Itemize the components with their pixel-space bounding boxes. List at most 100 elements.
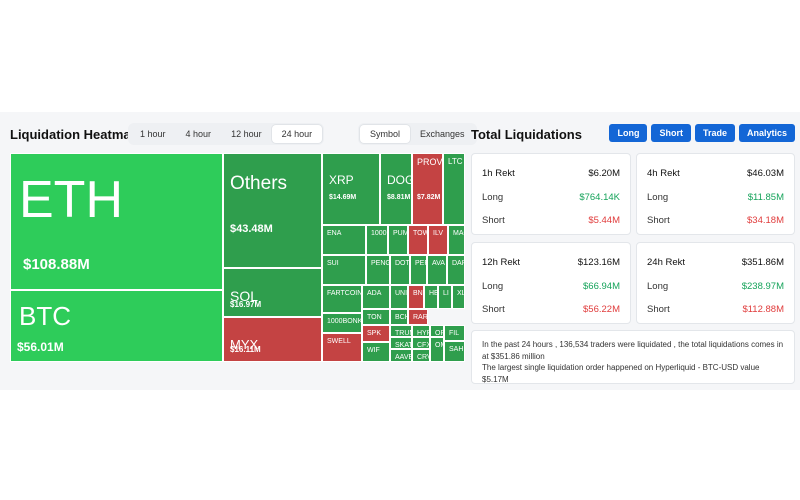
- tile-symbol: DOG: [387, 173, 412, 187]
- heatmap-tile-swell[interactable]: SWELL: [322, 333, 362, 362]
- long-value: $11.85M: [747, 192, 784, 203]
- card-24h-rekt: 24h Rekt $351.86M Long $238.97M Short $1…: [636, 242, 795, 324]
- heatmap-tile-myx[interactable]: MYX $16.11M: [223, 317, 322, 362]
- tile-value: $108.88M: [23, 256, 90, 273]
- heatmap-tile-crv[interactable]: CRV: [412, 349, 430, 362]
- heatmap-tile-aave[interactable]: AAVE: [390, 349, 412, 362]
- short-button[interactable]: Short: [651, 124, 691, 142]
- heatmap-tile-ltc[interactable]: LTC: [443, 153, 465, 225]
- heatmap-tile-1000f[interactable]: 1000F: [366, 225, 388, 255]
- heatmap-tile-xl[interactable]: XL: [452, 285, 465, 309]
- tile-symbol: DOT: [395, 260, 410, 267]
- heatmap-tile-bni[interactable]: BNI: [408, 285, 424, 309]
- analytics-button[interactable]: Analytics: [738, 124, 795, 142]
- heatmap-tile-wif[interactable]: WIF: [362, 342, 390, 362]
- tile-symbol: SUI: [327, 260, 339, 267]
- tile-value: $14.69M: [329, 194, 357, 201]
- trade-button[interactable]: Trade: [694, 124, 735, 142]
- heatmap-tile-pep[interactable]: PEP: [410, 255, 427, 285]
- heatmap-tile-spk[interactable]: SPK: [362, 325, 390, 342]
- tile-symbol: XRP: [329, 173, 354, 187]
- tile-symbol: DAR: [452, 260, 464, 267]
- tab-1-hour[interactable]: 1 hour: [130, 125, 176, 143]
- heatmap-tile-dog[interactable]: DOG $8.81M: [380, 153, 412, 225]
- tile-value: $16.97M: [230, 300, 262, 309]
- tile-symbol: TOW: [413, 230, 428, 237]
- tile-symbol: CRV: [417, 354, 429, 361]
- long-button[interactable]: Long: [609, 124, 648, 142]
- action-buttons: Long Short Trade Analytics: [609, 124, 795, 142]
- tile-value: $56.01M: [17, 340, 64, 354]
- short-value: $34.18M: [747, 215, 784, 226]
- card-label: 1h Rekt: [482, 168, 515, 179]
- tile-symbol: AAVE: [395, 354, 412, 361]
- tile-symbol: 1000BONK: [327, 318, 362, 325]
- tile-symbol: ADA: [367, 290, 382, 297]
- heatmap-tile-hyp[interactable]: HYP: [412, 325, 430, 337]
- tile-symbol: OP: [435, 330, 443, 337]
- heatmap-tile-trum[interactable]: TRUM: [390, 325, 412, 337]
- heatmap-tile-ilv[interactable]: ILV: [428, 225, 448, 255]
- tile-value: $8.81M: [387, 194, 411, 201]
- heatmap-tile-cfx[interactable]: CFX: [412, 337, 430, 349]
- liquidation-treemap: ETH $108.88M BTC $56.01M Others $43.48M SOL $16…: [10, 153, 465, 362]
- heatmap-tile-tow[interactable]: TOW: [408, 225, 428, 255]
- heatmap-tile-others[interactable]: Others $43.48M: [223, 153, 322, 268]
- heatmap-tile-prov[interactable]: PROV $7.82M: [412, 153, 443, 225]
- heatmap-tile-li[interactable]: LI: [438, 285, 452, 309]
- heatmap-tile-ada[interactable]: ADA: [362, 285, 390, 309]
- heatmap-tile-dar[interactable]: DAR: [447, 255, 465, 285]
- heatmap-tile-ava[interactable]: AVA: [427, 255, 447, 285]
- tab-exchanges[interactable]: Exchanges: [410, 125, 475, 143]
- tile-symbol: XL: [457, 290, 465, 297]
- heatmap-tile-op[interactable]: OP: [430, 325, 444, 337]
- heatmap-tile-pump[interactable]: PUMP: [388, 225, 408, 255]
- tile-symbol: MYX: [230, 337, 259, 352]
- summary-line-1: In the past 24 hours , 136,534 traders w…: [482, 340, 784, 361]
- heatmap-tile-xrp[interactable]: XRP $14.69M: [322, 153, 380, 225]
- heatmap-tile-bch[interactable]: BCH: [390, 309, 408, 325]
- tile-symbol: WIF: [367, 347, 380, 354]
- long-label: Long: [647, 192, 669, 203]
- tab-symbol[interactable]: Symbol: [360, 125, 411, 143]
- card-4h-rekt: 4h Rekt $46.03M Long $11.85M Short $34.1…: [636, 153, 795, 235]
- short-label: Short: [647, 304, 670, 315]
- card-1h-rekt: 1h Rekt $6.20M Long $764.14K Short $5.44…: [471, 153, 631, 235]
- heatmap-tile-sah[interactable]: SAH: [444, 341, 465, 362]
- heatmap-tile-rar[interactable]: RAR: [408, 309, 428, 325]
- tile-symbol: LI: [443, 290, 449, 297]
- heatmap-tile-sui[interactable]: SUI: [322, 255, 366, 285]
- heatmap-tile-om[interactable]: OM: [430, 337, 444, 362]
- heatmap-tile-he[interactable]: HE: [424, 285, 438, 309]
- heatmap-tile-skat[interactable]: SKAT: [390, 337, 412, 349]
- heatmap-tile-sol[interactable]: SOL $16.97M: [223, 268, 322, 317]
- heatmap-tile-btc[interactable]: BTC $56.01M: [10, 290, 223, 362]
- tile-symbol: FIL: [449, 330, 460, 337]
- tab-12-hour[interactable]: 12 hour: [221, 125, 272, 143]
- tile-symbol: CFX: [417, 342, 430, 349]
- tab-24-hour[interactable]: 24 hour: [271, 125, 323, 143]
- heatmap-tile-eth[interactable]: ETH $108.88M: [10, 153, 223, 290]
- heatmap-tile-dot[interactable]: DOT: [390, 255, 410, 285]
- heatmap-tile-ena[interactable]: ENA: [322, 225, 366, 255]
- heatmap-tile-fil[interactable]: FIL: [444, 325, 465, 341]
- tile-symbol: ILV: [433, 230, 443, 237]
- heatmap-tile-1000bonk[interactable]: 1000BONK: [322, 313, 362, 333]
- card-label: 12h Rekt: [482, 257, 521, 268]
- short-value: $5.44M: [588, 215, 620, 226]
- liquidation-summary: In the past 24 hours , 136,534 traders w…: [471, 330, 795, 384]
- grouping-selector: Symbol Exchanges: [358, 123, 477, 145]
- tile-symbol: BNI: [413, 290, 424, 297]
- heatmap-tile-uni[interactable]: UNI: [390, 285, 408, 309]
- tile-symbol: TON: [367, 314, 382, 321]
- heatmap-tile-mag[interactable]: MAG: [448, 225, 465, 255]
- long-label: Long: [482, 192, 504, 203]
- tile-symbol: 1000F: [371, 230, 387, 237]
- tab-4-hour[interactable]: 4 hour: [176, 125, 222, 143]
- heatmap-tile-fartcoin[interactable]: FARTCOIN: [322, 285, 362, 313]
- tile-symbol: RAR: [413, 314, 428, 321]
- tile-symbol: MAG: [453, 230, 464, 237]
- heatmap-tile-ton[interactable]: TON: [362, 309, 390, 325]
- heatmap-tile-pengu[interactable]: PENGU: [366, 255, 390, 285]
